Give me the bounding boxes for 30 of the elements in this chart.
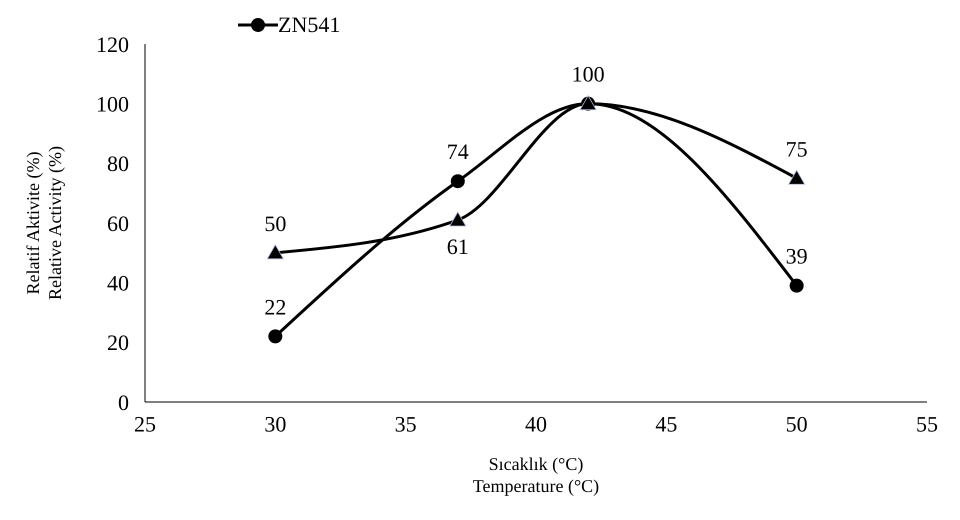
point <box>450 174 465 188</box>
x-tick-label: 30 <box>264 412 286 437</box>
x-tick-label: 50 <box>786 412 808 437</box>
x-tick-label: 45 <box>655 412 678 437</box>
point <box>266 244 284 260</box>
y-tick-label: 0 <box>118 390 129 415</box>
point <box>449 212 466 226</box>
y-tick-label: 120 <box>96 32 129 57</box>
data-label: 50 <box>264 210 286 236</box>
data-label: 39 <box>786 244 808 269</box>
data-label: 75 <box>786 136 808 162</box>
data-label: 74 <box>446 139 469 164</box>
x-tick-label: 25 <box>134 412 156 437</box>
point <box>788 170 806 185</box>
x-tick-label: 55 <box>916 412 938 437</box>
y-tick-label: 60 <box>107 210 129 236</box>
y-tick-label: 40 <box>107 270 129 296</box>
y-tick-label: 80 <box>107 151 129 176</box>
data-label: 61 <box>446 234 469 260</box>
x-axis-title: Sıcaklık (°C) Temperature (°C) <box>472 454 600 496</box>
x-tick-label: 40 <box>525 412 547 437</box>
point <box>268 329 282 344</box>
y-tick-label: 20 <box>107 330 129 356</box>
legend-label: ZN541 <box>278 12 340 38</box>
x-tick-label: 35 <box>394 412 417 437</box>
y-axis-title: Relatif Aktivite (%) Relative Activity (%) <box>23 146 65 300</box>
data-label: 100 <box>572 62 605 87</box>
y-tick-label: 100 <box>96 91 129 116</box>
data-label: 22 <box>264 294 286 320</box>
point <box>790 278 804 293</box>
